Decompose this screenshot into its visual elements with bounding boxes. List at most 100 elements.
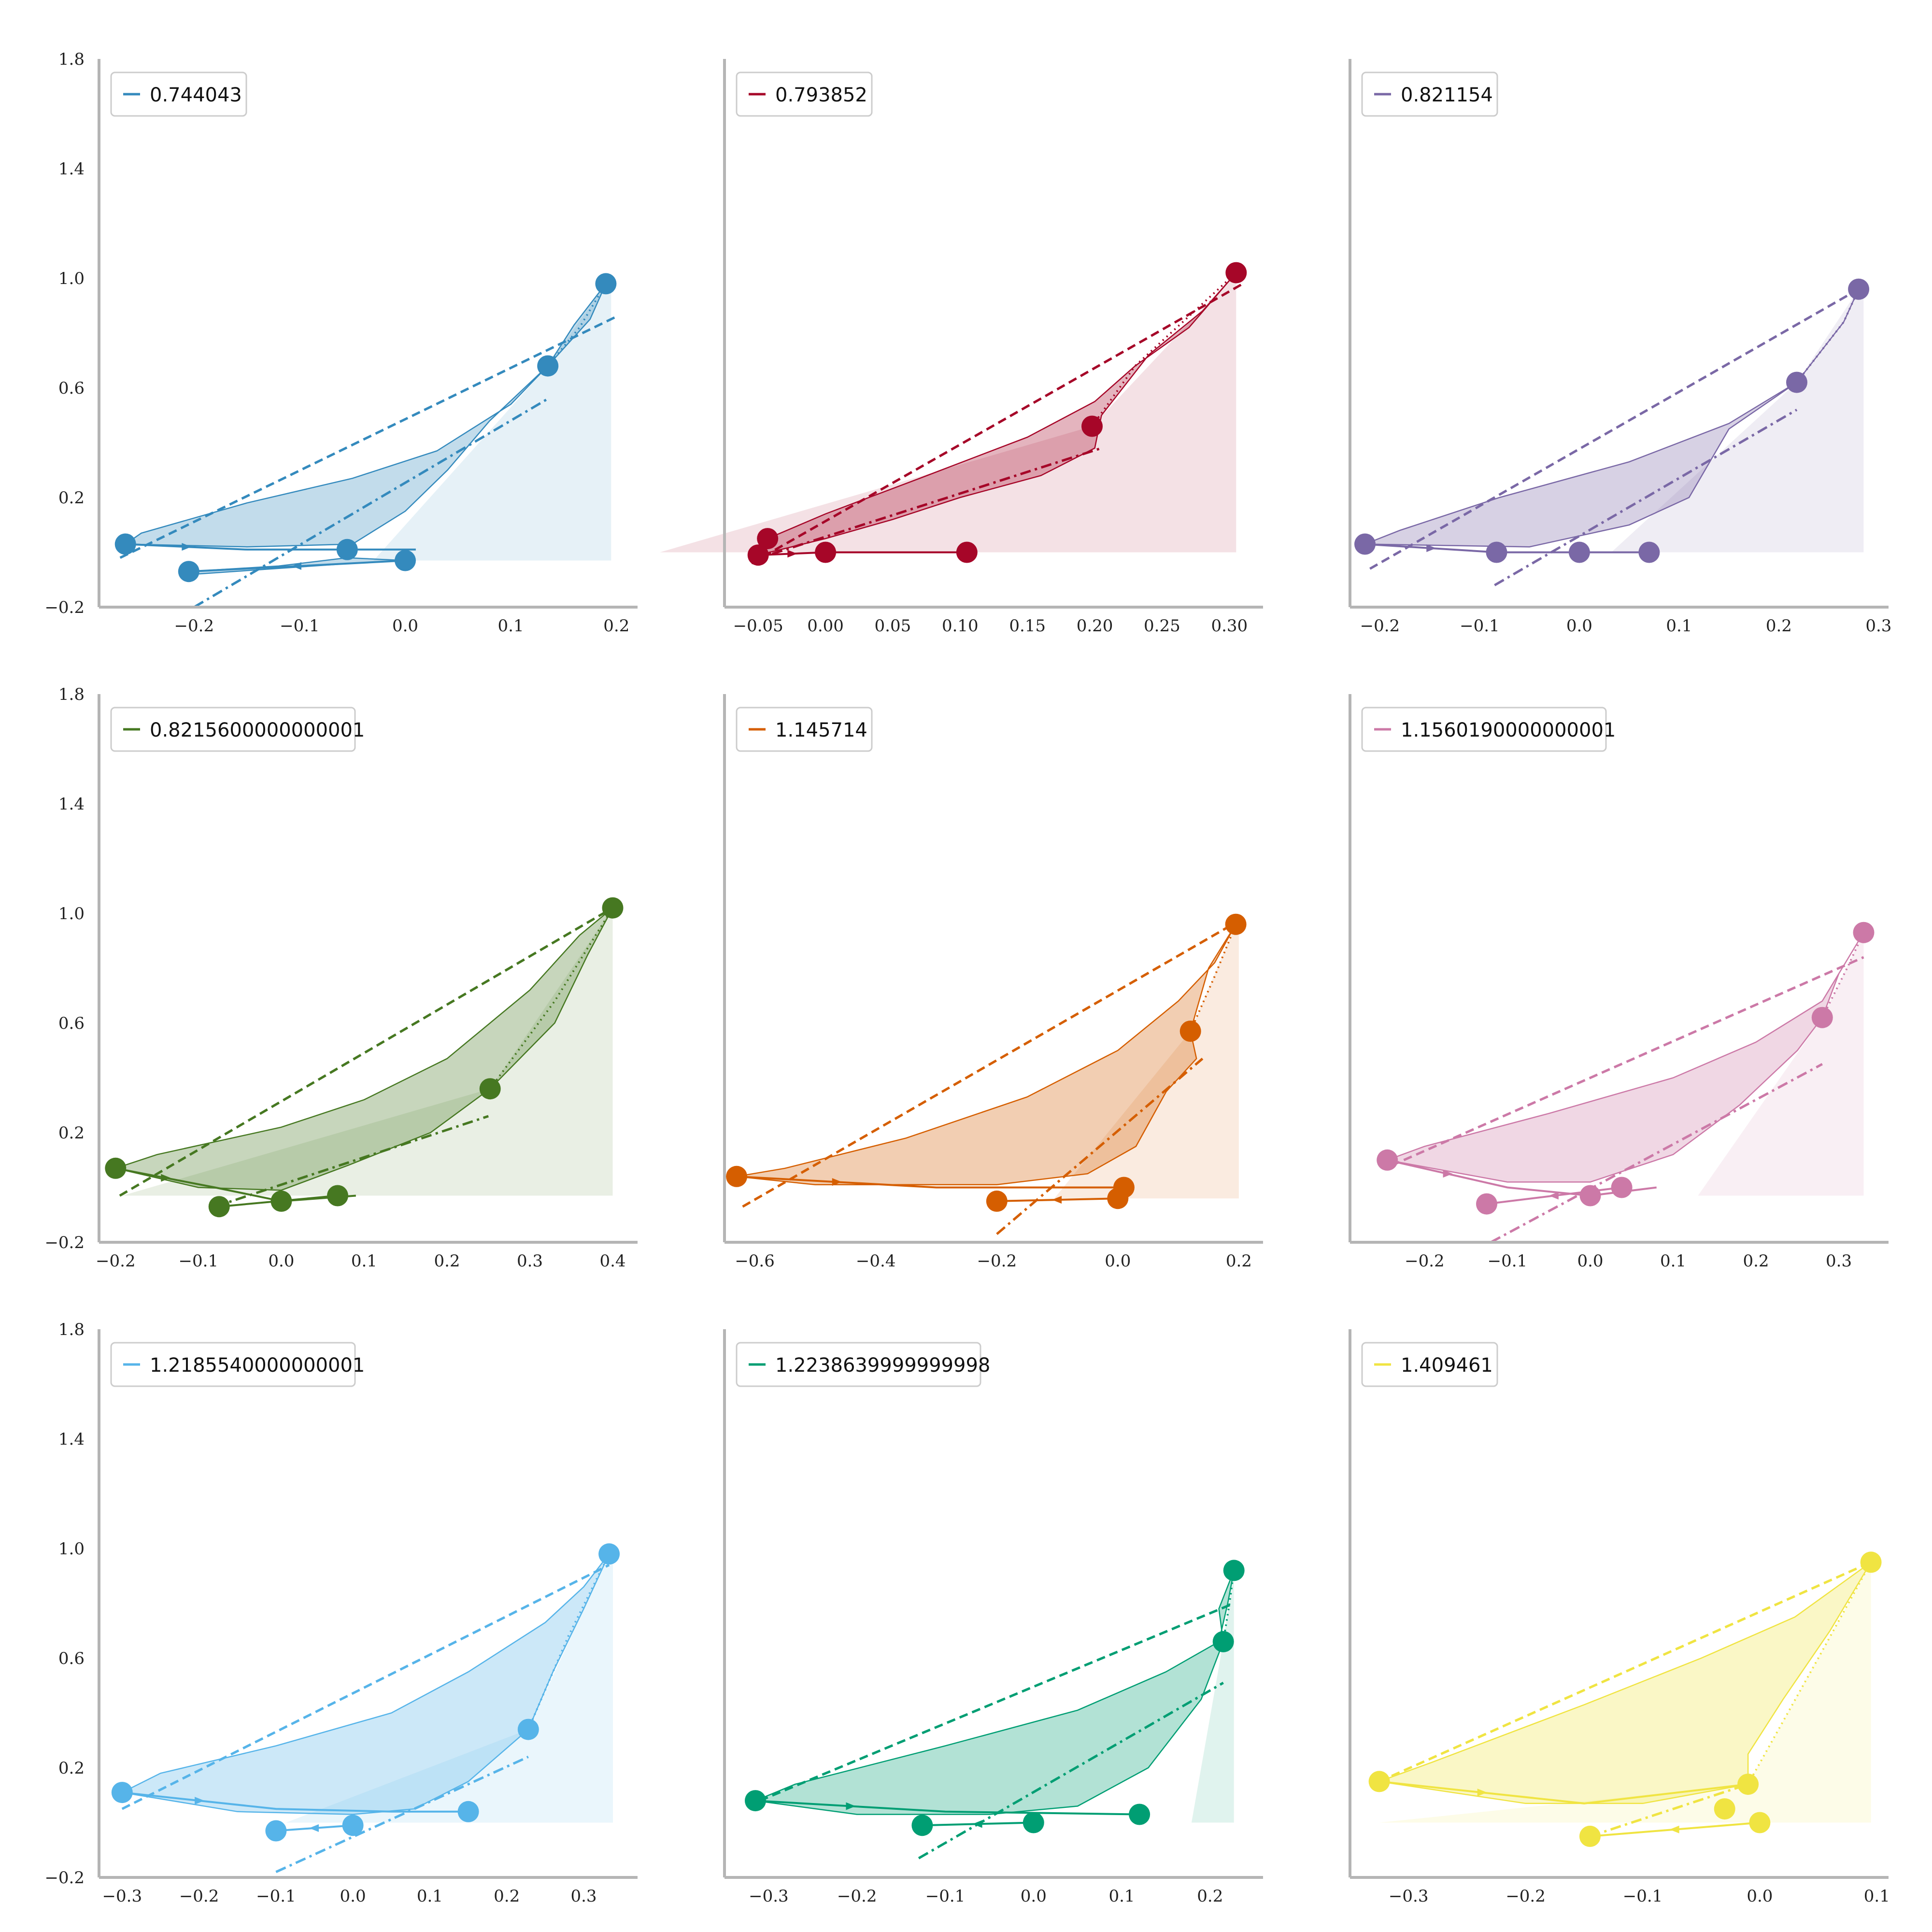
x-tick-label: −0.1 [1488,1251,1528,1271]
x-tick-label: 0.0 [268,1251,294,1271]
x-tick-label: 0.00 [807,616,844,636]
y-tick-label: 1.8 [58,50,85,69]
legend-box [736,1342,981,1387]
x-tick-label: 0.2 [1766,616,1792,636]
x-tick-label: −0.1 [256,1887,296,1906]
y-tick-label: 1.0 [58,904,85,923]
data-point [517,1719,539,1740]
dashdot-fit-line [918,1681,1224,1860]
x-tick-label: 0.2 [1226,1251,1252,1271]
arrow-head [161,1174,171,1182]
data-point [1476,1193,1497,1215]
x-tick-label: 0.0 [1105,1251,1131,1271]
x-tick-label: 0.4 [599,1251,625,1271]
shaded-area [286,1554,613,1823]
x-tick-label: −0.6 [735,1251,775,1271]
legend-label: 1.1560190000000001 [1401,719,1616,741]
dashdot-fit-line [996,1057,1204,1235]
y-tick-label: −0.2 [44,1233,85,1252]
data-point [1225,913,1247,935]
x-tick-label: 0.30 [1211,616,1248,636]
legend-label: 1.145714 [775,719,867,741]
x-tick-label: 0.2 [1743,1251,1769,1271]
panel-4: −0.2 −0.1 0.0 0.1 0.2 0.3 0.4 −0.2 0.2 0.6 1.0 1.4 1… [44,685,638,1271]
solid-path [736,1175,1124,1189]
x-tick-label: −0.3 [1389,1887,1429,1906]
x-tick-label: 0.0 [1021,1887,1047,1906]
arrow-head [1443,1170,1453,1178]
shaded-area [1611,289,1864,553]
arrow-head [291,562,301,570]
y-tick-label: 1.4 [58,159,85,179]
panel-8: −0.3 −0.2 −0.1 0.0 0.1 0.2 1.2238639999999998 [723,1329,1263,1906]
panel-5: −0.6 −0.4 −0.2 0.0 0.2 1.145714 [723,694,1263,1271]
y-tick-label: 0.2 [58,1759,85,1778]
x-tick-label: −0.1 [280,616,320,636]
arrow-head [182,543,192,551]
arrow-head [309,1824,319,1832]
x-tick-label: 0.1 [351,1251,377,1271]
data-point [956,541,978,563]
data-point [815,541,837,563]
arrow-head [1052,1196,1062,1204]
arrow-head [1669,1825,1679,1833]
y-tick-label: 0.6 [58,1014,85,1033]
x-tick-label: 0.10 [942,616,979,636]
data-point [479,1078,501,1100]
y-tick-label: 0.2 [58,488,85,508]
y-tick-label: 1.4 [58,1430,85,1449]
dotted-path [1091,272,1237,427]
hull-band [1379,1562,1872,1804]
x-tick-label: −0.1 [925,1887,966,1906]
dashed-fit-line [119,907,613,1197]
data-point [105,1157,127,1179]
dotted-path [547,283,607,367]
shaded-area [122,908,613,1196]
x-tick-label: −0.2 [837,1887,877,1906]
data-point [602,897,624,919]
x-tick-label: 0.1 [1864,1887,1890,1906]
data-point [1212,1631,1234,1652]
data-point [1486,541,1507,563]
y-tick-label: 1.0 [58,269,85,288]
data-point [1354,533,1376,555]
data-point [270,1190,292,1212]
hull-band [753,1570,1235,1815]
x-tick-label: 0.2 [603,616,629,636]
x-tick-label: −0.4 [856,1251,896,1271]
panel-1: −0.2 −0.1 0.0 0.1 0.2 −0.2 0.2 0.6 1.0 1.4 1.8 0.74… [44,50,638,636]
y-tick-label: 1.8 [58,685,85,704]
data-point [327,1185,348,1207]
hull-band [113,907,613,1191]
dashdot-fit-line [1494,409,1798,586]
y-tick-label: −0.2 [44,1868,85,1888]
x-tick-label: −0.3 [102,1887,142,1906]
x-tick-label: −0.1 [1460,616,1500,636]
data-point [1107,1188,1129,1209]
data-point [1848,278,1870,300]
legend-box [110,707,356,752]
dashed-fit-line [1391,956,1864,1167]
y-tick-label: 1.4 [58,795,85,814]
data-point [537,355,559,377]
y-tick-label: 1.0 [58,1539,85,1559]
x-tick-label: 0.2 [494,1887,520,1906]
data-point [598,1543,620,1565]
dashdot-fit-line [1490,1063,1823,1244]
shaded-area [1191,1570,1234,1823]
x-tick-label: 0.2 [434,1251,460,1271]
x-tick-label: −0.3 [749,1887,789,1906]
x-tick-label: −0.2 [1405,1251,1445,1271]
legend-label: 0.821154 [1401,84,1493,106]
x-tick-label: 0.15 [1009,616,1046,636]
data-point [757,528,779,550]
data-point [595,273,617,295]
y-tick-label: 1.8 [58,1320,85,1339]
y-tick-label: 0.2 [58,1123,85,1143]
data-point [1179,1021,1201,1042]
x-tick-label: 0.0 [392,616,418,636]
arrow-head [787,550,797,558]
arrow-head [832,1178,842,1186]
dashed-fit-line [119,315,617,559]
data-point [1225,262,1247,284]
